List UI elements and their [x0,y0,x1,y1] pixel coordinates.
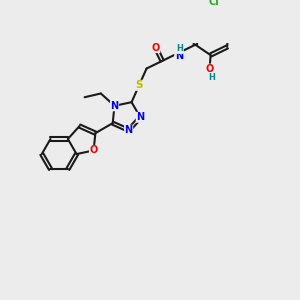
Text: O: O [152,43,160,52]
Text: H: H [208,73,215,82]
Text: N: N [136,112,144,122]
Text: H: H [177,44,184,53]
Text: O: O [89,146,98,155]
Text: N: N [110,101,118,111]
Text: Cl: Cl [209,0,220,8]
Text: N: N [124,125,133,135]
Text: N: N [175,51,183,61]
Text: O: O [206,64,214,74]
Text: S: S [135,80,143,90]
